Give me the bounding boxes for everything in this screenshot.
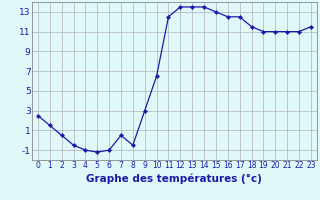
X-axis label: Graphe des températures (°c): Graphe des températures (°c): [86, 173, 262, 184]
